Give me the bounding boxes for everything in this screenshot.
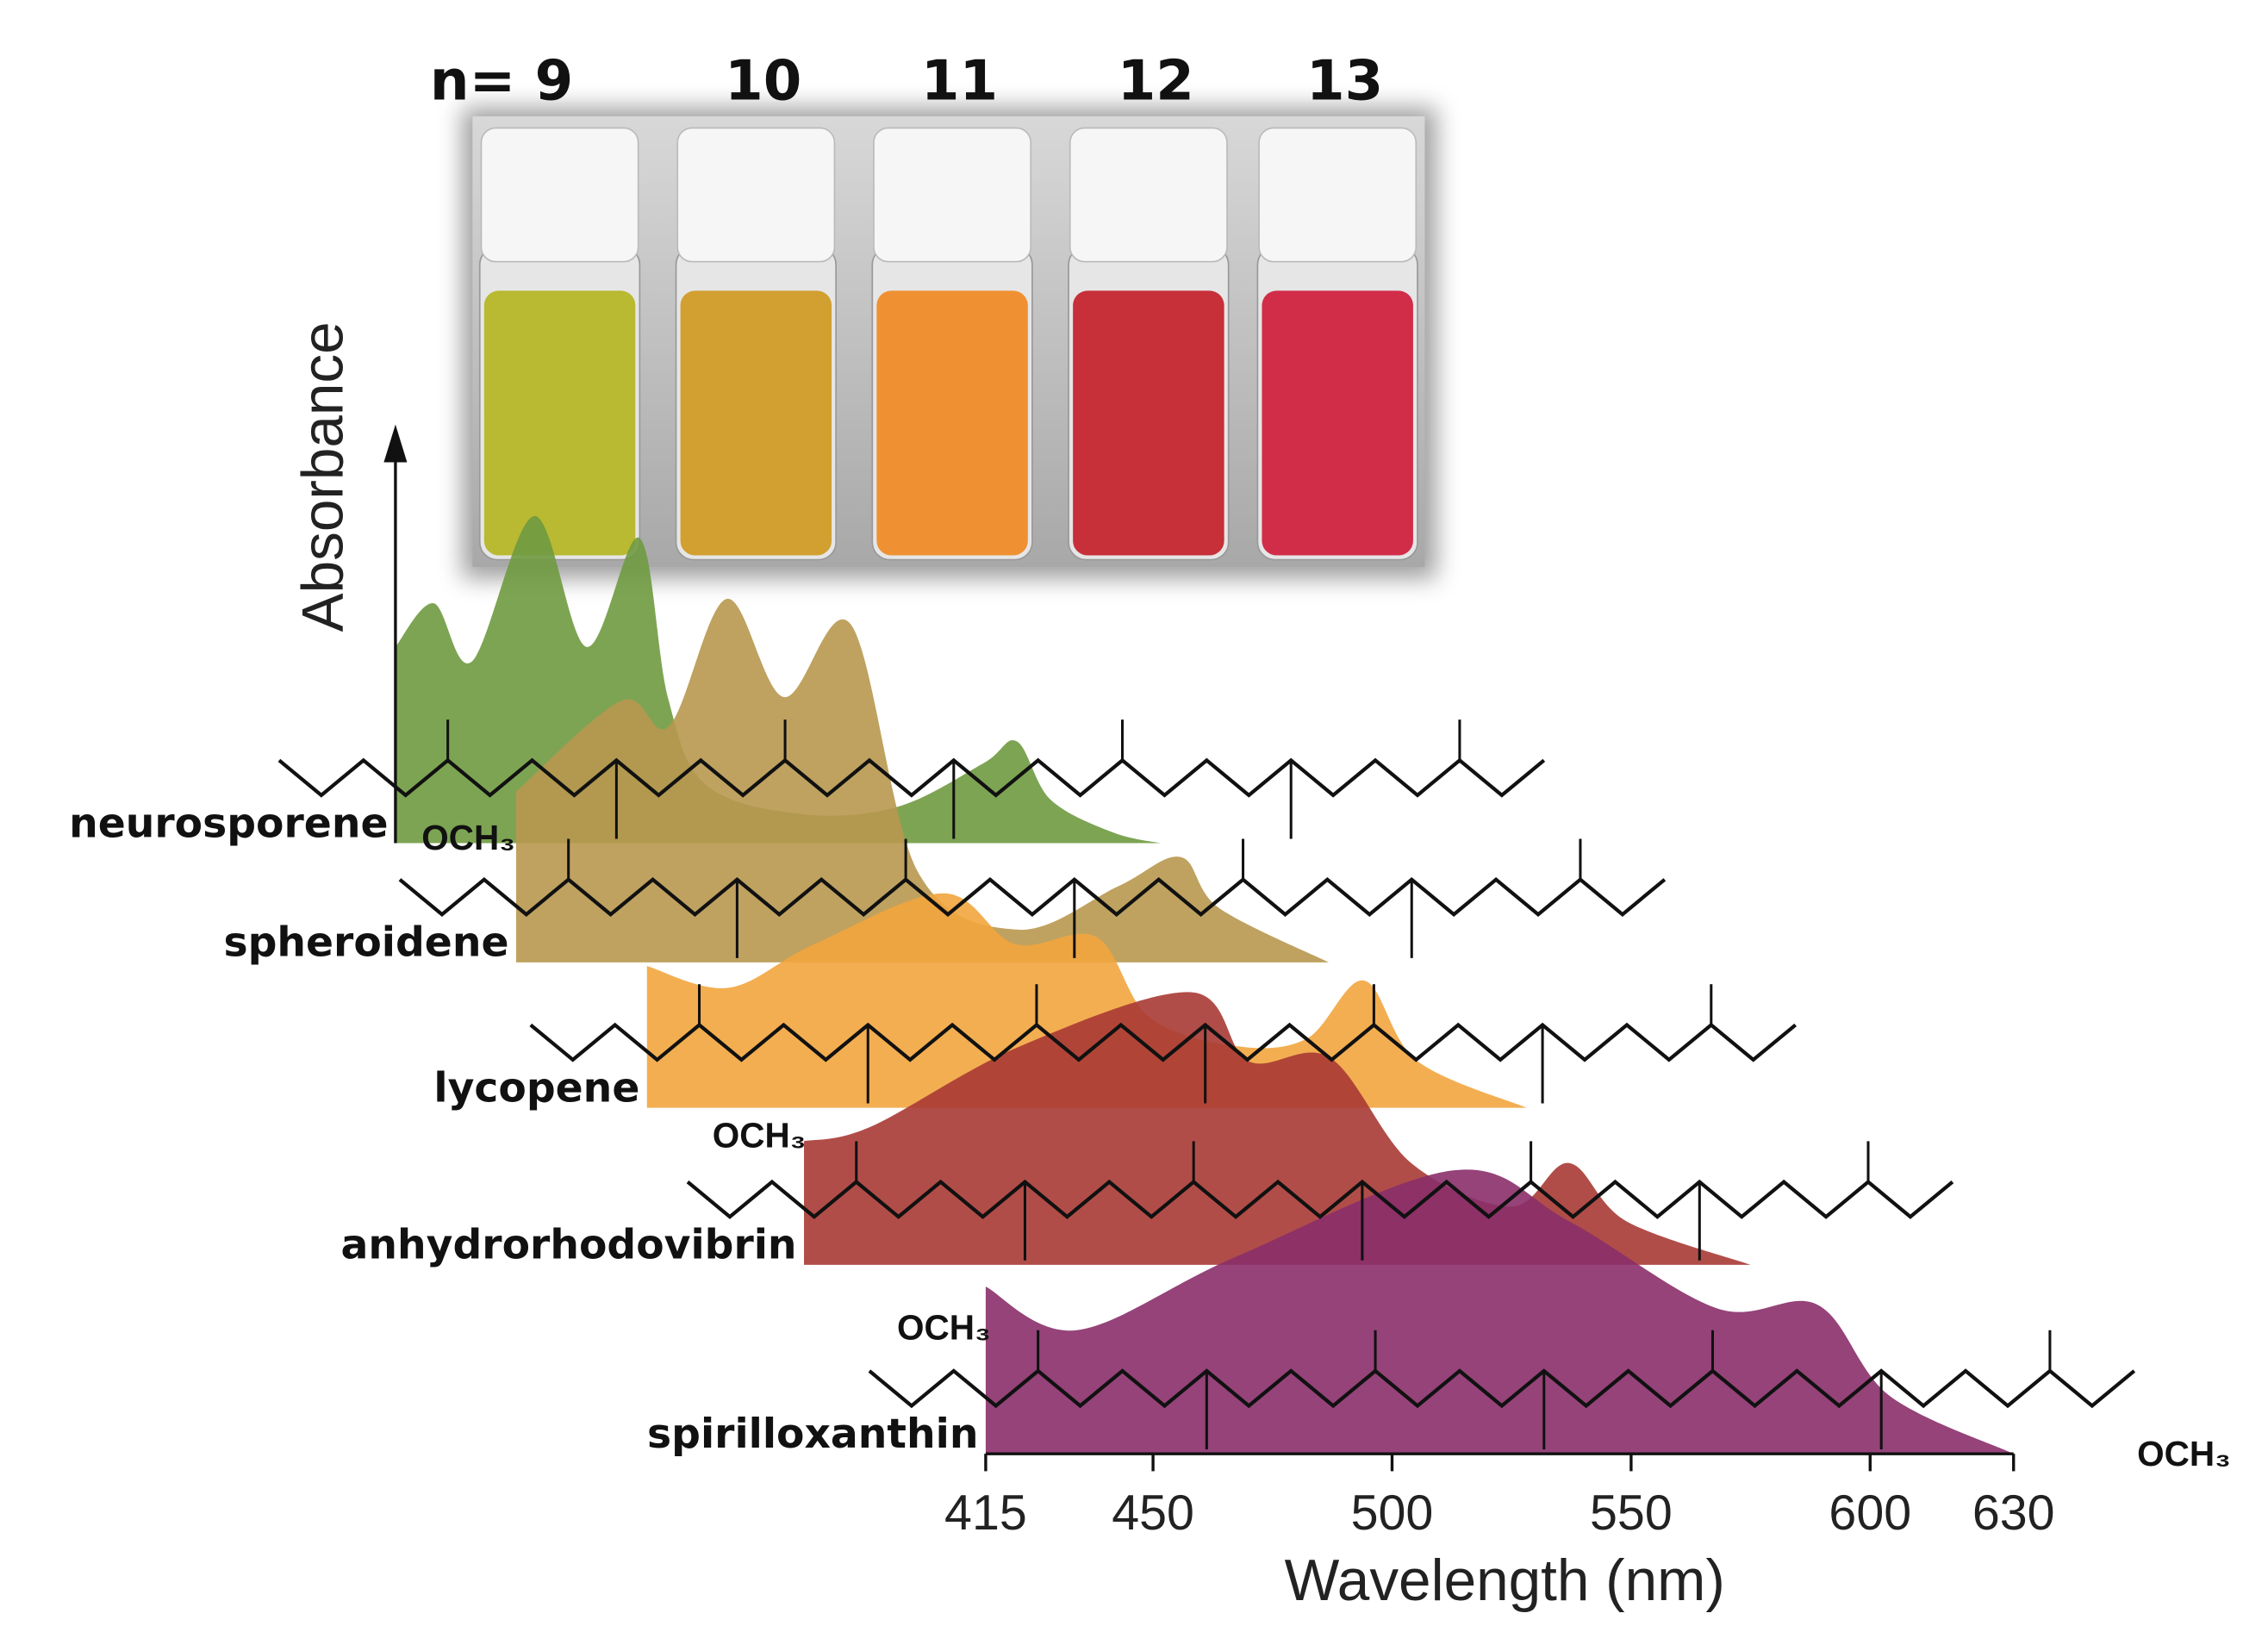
vial-liquid	[680, 290, 832, 556]
x-tick-label: 630	[1972, 1486, 2055, 1541]
y-axis-label: Absorbance	[290, 321, 355, 632]
annotation: OCH₃	[421, 818, 515, 857]
vial-cap	[1069, 127, 1228, 263]
series-label: neurosporene	[69, 800, 388, 847]
vial-cap	[676, 127, 836, 263]
x-tick-label: 550	[1590, 1486, 1673, 1541]
vial-label: n= 9	[430, 48, 573, 113]
carbon-chain	[277, 757, 1546, 798]
vial-liquid	[483, 290, 636, 556]
vial-liquid	[1262, 290, 1413, 556]
annotation: OCH₃	[897, 1307, 991, 1347]
x-tick-label: 500	[1351, 1486, 1434, 1541]
structures	[277, 719, 2136, 1450]
carbon-chain	[529, 1022, 1798, 1062]
x-axis-label: Wavelength (nm)	[1285, 1548, 1725, 1613]
carbon-chain	[398, 876, 1667, 917]
carbon-chain	[686, 1179, 1954, 1219]
series-label: anhydrorhodovibrin	[341, 1222, 797, 1269]
vial-liquid	[1073, 290, 1224, 556]
spectrum-area	[985, 1169, 2014, 1454]
axes: Absorbance Wavelength (nm) 415 450 500 550 6…	[290, 321, 2054, 1612]
vial-label: 10	[725, 48, 801, 113]
vial-label: 12	[1118, 48, 1194, 113]
carbon-chain	[868, 1368, 2136, 1409]
spectra	[395, 515, 2014, 1454]
x-tick-label: 415	[944, 1486, 1027, 1541]
vial-label: 13	[1306, 48, 1383, 113]
vial-label: 11	[921, 48, 998, 113]
vial-liquid	[876, 290, 1028, 556]
x-tick-label: 450	[1112, 1486, 1194, 1541]
vial-cap	[1258, 127, 1418, 263]
vial-photo: n= 9 10 11 12 13	[430, 48, 1436, 579]
series-label: lycopene	[433, 1064, 639, 1112]
x-tick-label: 600	[1829, 1486, 1911, 1541]
annotation: OCH₃	[2137, 1434, 2231, 1473]
labels: neurosporene spheroidene lycopene anhydrorh…	[69, 800, 2231, 1473]
annotation: OCH₃	[713, 1116, 807, 1155]
vial-cap	[480, 127, 639, 263]
series-label: spirilloxanthin	[647, 1411, 978, 1458]
spectrum-area	[515, 598, 1330, 962]
vial-cap	[873, 127, 1032, 263]
series-label: spheroidene	[223, 919, 508, 967]
